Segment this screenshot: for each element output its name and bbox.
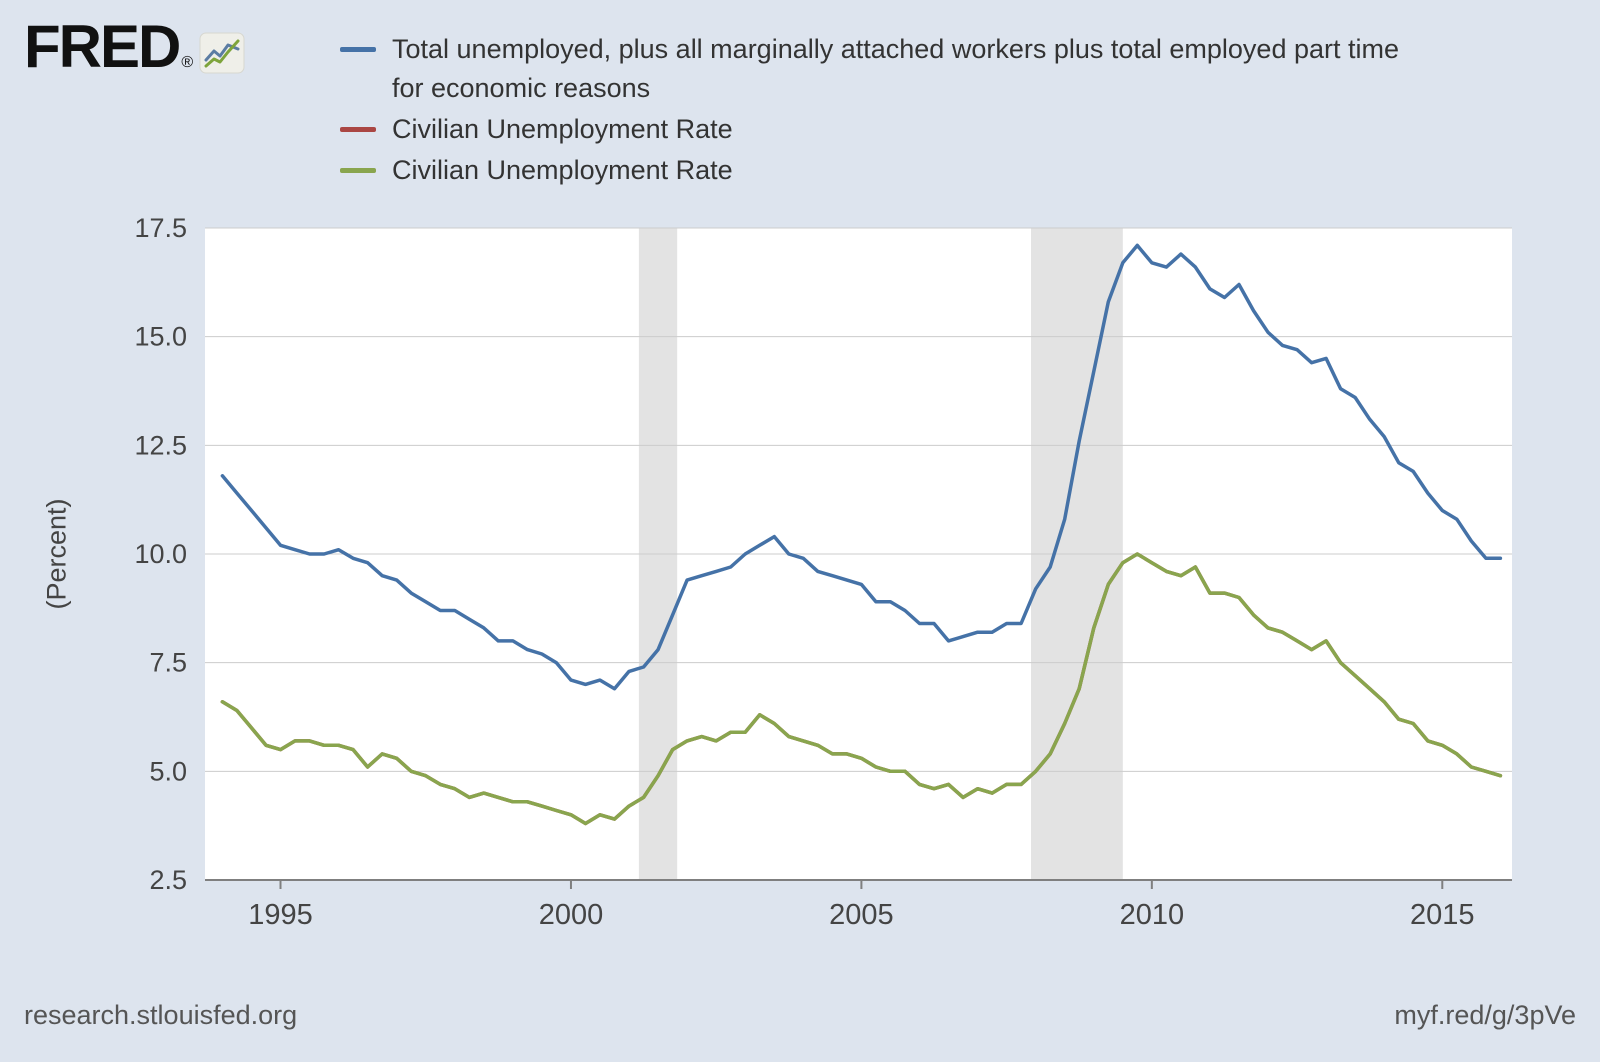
x-tick-label: 1995 bbox=[248, 899, 313, 931]
x-tick-label: 2005 bbox=[829, 899, 894, 931]
fred-logo-sparkline-icon bbox=[199, 32, 245, 74]
legend-swatch-green bbox=[340, 168, 376, 173]
registered-trademark: ® bbox=[181, 54, 194, 71]
line-chart[interactable]: 2.5 5.0 7.5 10.0 12.5 15.0 17.5 1995 2000 2005 201… bbox=[0, 198, 1600, 958]
legend-label-unrate-red: Civilian Unemployment Rate bbox=[392, 114, 733, 144]
share-link[interactable]: myf.red/g/3pVe bbox=[1394, 1000, 1576, 1030]
legend-swatch-red bbox=[340, 127, 376, 132]
y-tick-label: 7.5 bbox=[149, 648, 187, 678]
x-tick-label: 2010 bbox=[1120, 899, 1185, 931]
legend-label-u6: Total unemployed, plus all marginally at… bbox=[392, 34, 1400, 103]
chart-legend: Total unemployed, plus all marginally at… bbox=[340, 30, 1432, 190]
y-tick-label: 12.5 bbox=[134, 430, 187, 460]
series-line-2 bbox=[220, 552, 1503, 826]
legend-item-unrate-red: Civilian Unemployment Rate bbox=[340, 110, 1432, 149]
source-link[interactable]: research.stlouisfed.org bbox=[24, 1000, 298, 1030]
y-tick-label: 10.0 bbox=[134, 539, 187, 569]
legend-item-u6: Total unemployed, plus all marginally at… bbox=[340, 30, 1432, 108]
y-tick-label: 17.5 bbox=[134, 213, 187, 243]
y-tick-label: 5.0 bbox=[149, 756, 187, 786]
series-line-0 bbox=[220, 243, 1503, 691]
footer: research.stlouisfed.org myf.red/g/3pVe bbox=[24, 1000, 1576, 1031]
legend-label-unrate-green: Civilian Unemployment Rate bbox=[392, 155, 733, 185]
legend-swatch-blue bbox=[340, 47, 376, 52]
fred-logo: FRED ® bbox=[24, 13, 245, 80]
y-tick-label: 2.5 bbox=[149, 865, 187, 895]
y-tick-label: 15.0 bbox=[134, 322, 187, 352]
fred-logo-text: FRED bbox=[24, 13, 181, 80]
x-tick-label: 2000 bbox=[539, 899, 604, 931]
x-tick-label: 2015 bbox=[1410, 899, 1475, 931]
legend-item-unrate-green: Civilian Unemployment Rate bbox=[340, 151, 1432, 190]
